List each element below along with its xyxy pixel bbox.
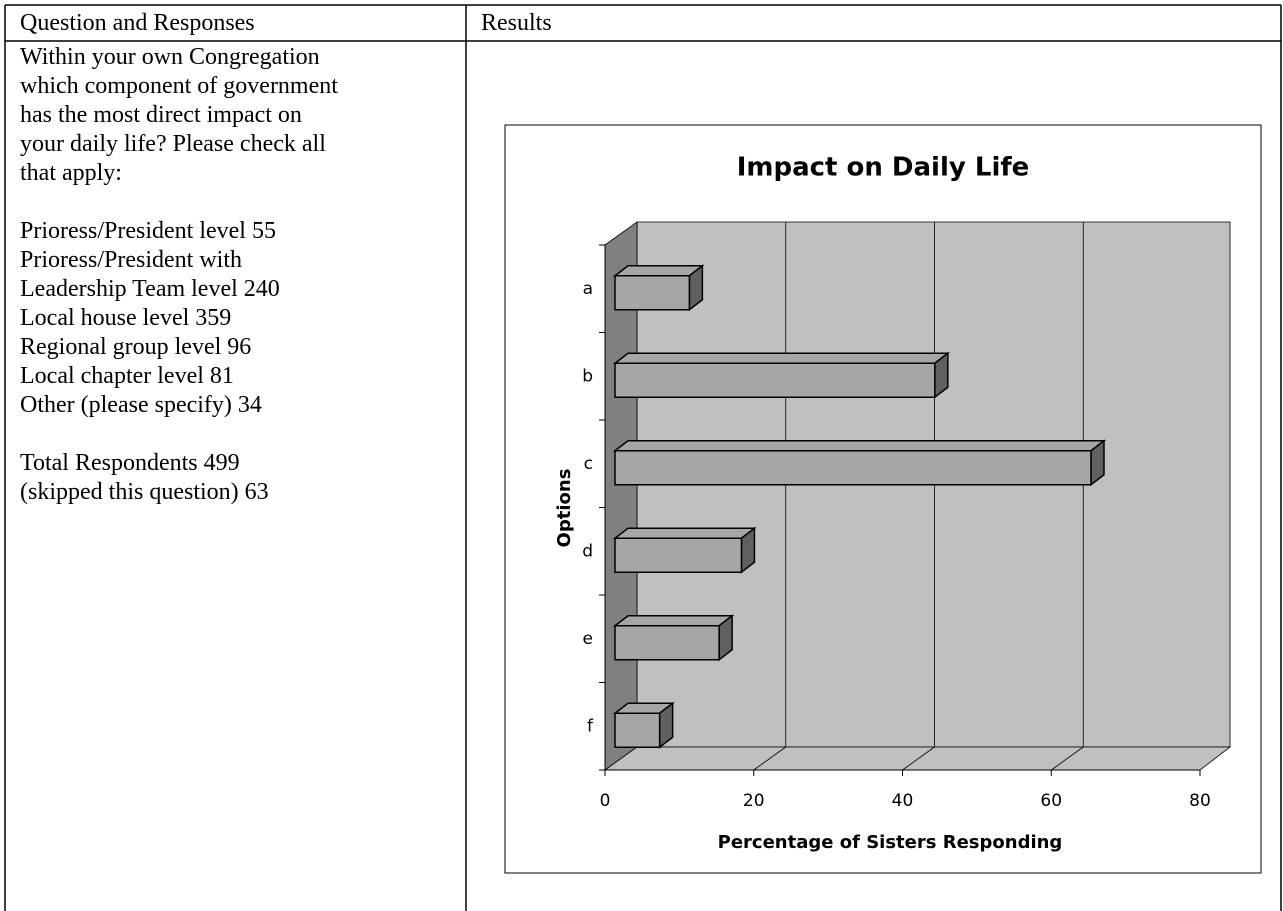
bar-top	[612, 527, 757, 539]
text-line: Total Respondents 499	[20, 450, 240, 476]
bar	[612, 351, 951, 399]
grid-line	[753, 746, 786, 771]
text-line: Leadership Team level 240	[20, 276, 280, 302]
text-line: Regional group level 96	[20, 334, 252, 360]
header-cell: Question and Responses	[20, 10, 255, 36]
y-tick-label: e	[583, 629, 593, 649]
bar	[612, 439, 1107, 487]
bar-front	[614, 625, 720, 661]
bar-front	[614, 450, 1092, 486]
header-cell: Results	[481, 10, 552, 36]
x-axis-title: Percentage of Sisters Responding	[718, 832, 1063, 853]
x-tick-label: 20	[743, 791, 765, 811]
grid-line	[1051, 746, 1084, 771]
text-line: has the most direct impact on	[20, 102, 302, 128]
text-line: that apply:	[20, 160, 122, 186]
grid-line	[902, 746, 935, 771]
x-tick-label: 0	[600, 791, 611, 811]
x-tick-label: 40	[892, 791, 914, 811]
text-line: your daily life? Please check all	[20, 131, 326, 157]
bar-top	[612, 615, 735, 627]
x-tick-label: 80	[1189, 791, 1211, 811]
text-line: which component of government	[20, 73, 338, 99]
bar-top	[612, 352, 951, 364]
y-tick-label: d	[582, 541, 593, 561]
bar	[612, 526, 757, 574]
text-line: Prioress/President with	[20, 247, 242, 273]
text-line: Prioress/President level 55	[20, 218, 276, 244]
bar-top	[612, 265, 705, 277]
floor	[603, 746, 1232, 771]
y-tick-label: c	[584, 454, 593, 474]
y-tick-label: b	[582, 366, 593, 386]
text-line: Within your own Congregation	[20, 44, 320, 70]
y-tick-label: a	[583, 279, 593, 299]
y-tick-label: f	[587, 716, 594, 736]
bar-top	[612, 440, 1107, 452]
chart-title: Impact on Daily Life	[737, 153, 1030, 183]
bar	[612, 614, 735, 662]
bar-front	[614, 362, 936, 398]
bar-front	[614, 712, 661, 748]
text-line: Local chapter level 81	[20, 363, 234, 389]
x-tick-label: 60	[1040, 791, 1062, 811]
text-line: Local house level 359	[20, 305, 232, 331]
bar-front	[614, 275, 691, 311]
bar-front	[614, 537, 743, 573]
text-line: (skipped this question) 63	[20, 479, 269, 505]
bar	[612, 701, 675, 749]
text-line: Other (please specify) 34	[20, 392, 262, 418]
bar	[612, 264, 705, 312]
y-axis-title: Options	[554, 469, 575, 548]
